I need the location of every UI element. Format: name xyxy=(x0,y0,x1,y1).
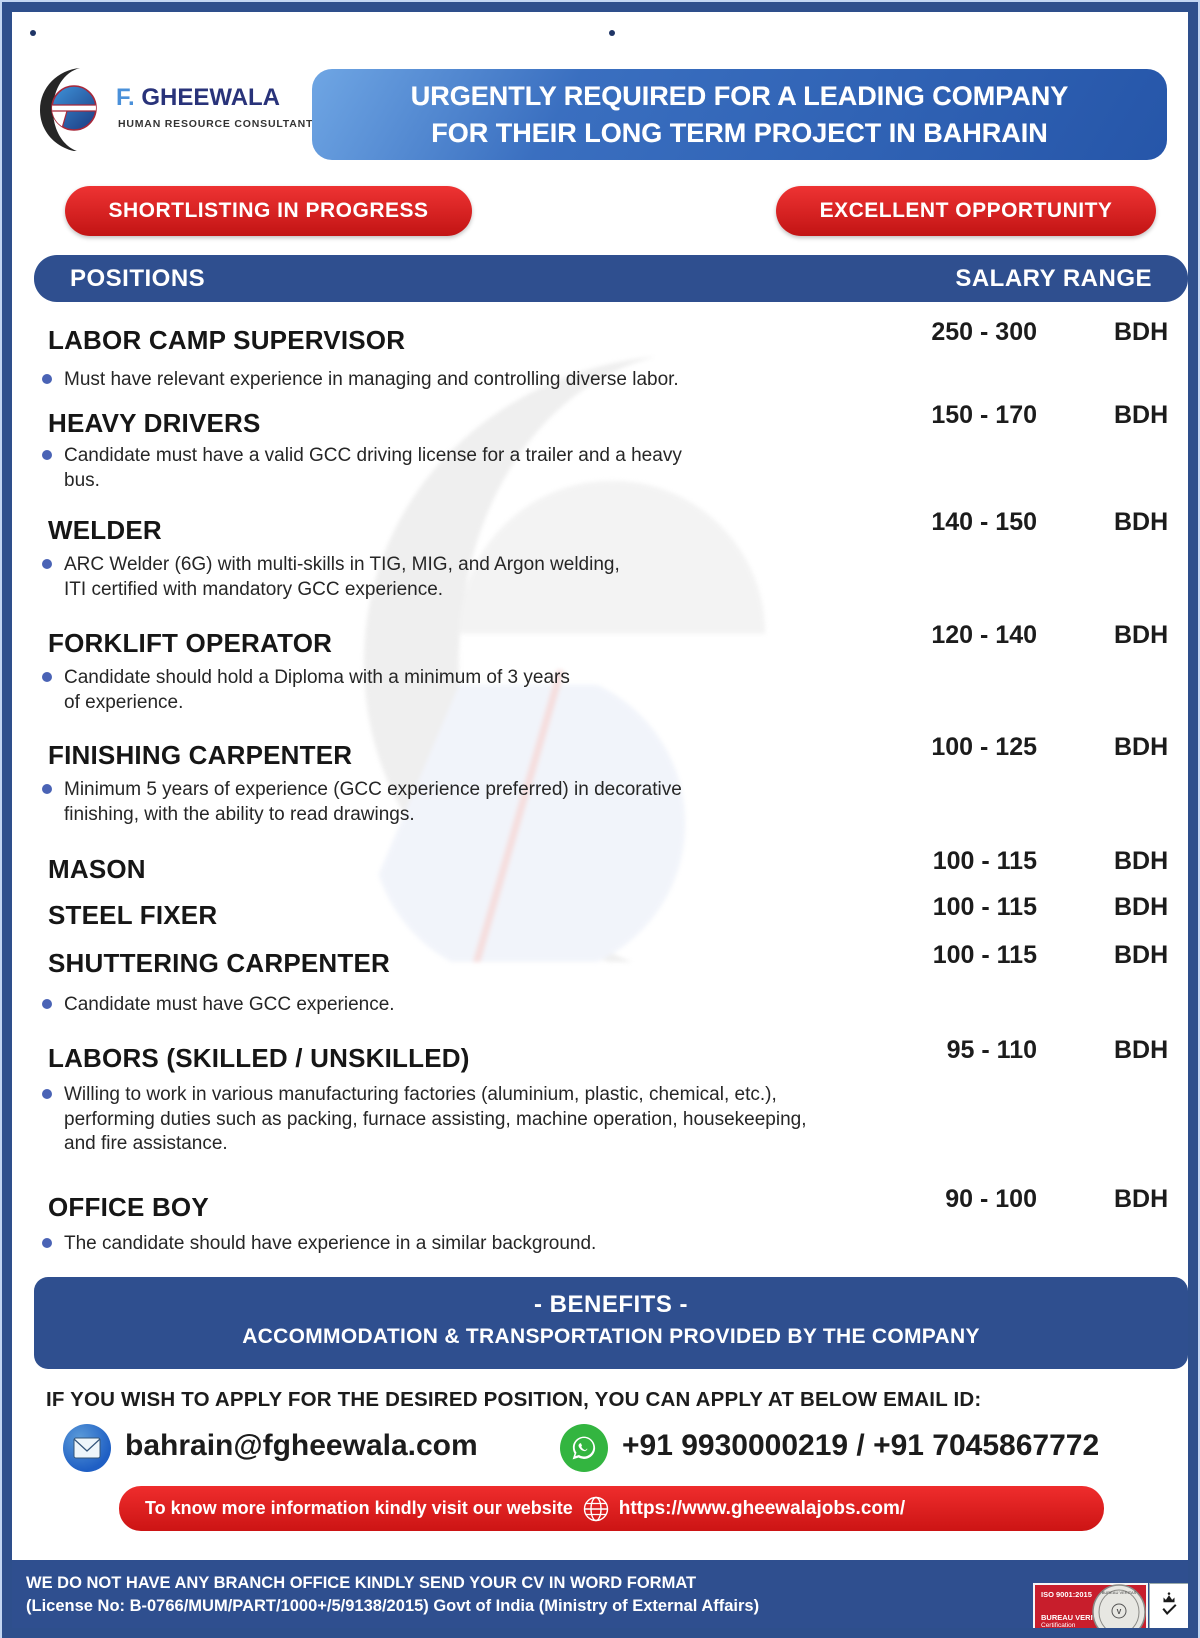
svg-text:BUREAU VERITAS: BUREAU VERITAS xyxy=(1102,1590,1137,1595)
svg-text:1828: 1828 xyxy=(1113,1629,1124,1635)
svg-text:V: V xyxy=(1117,1609,1122,1616)
